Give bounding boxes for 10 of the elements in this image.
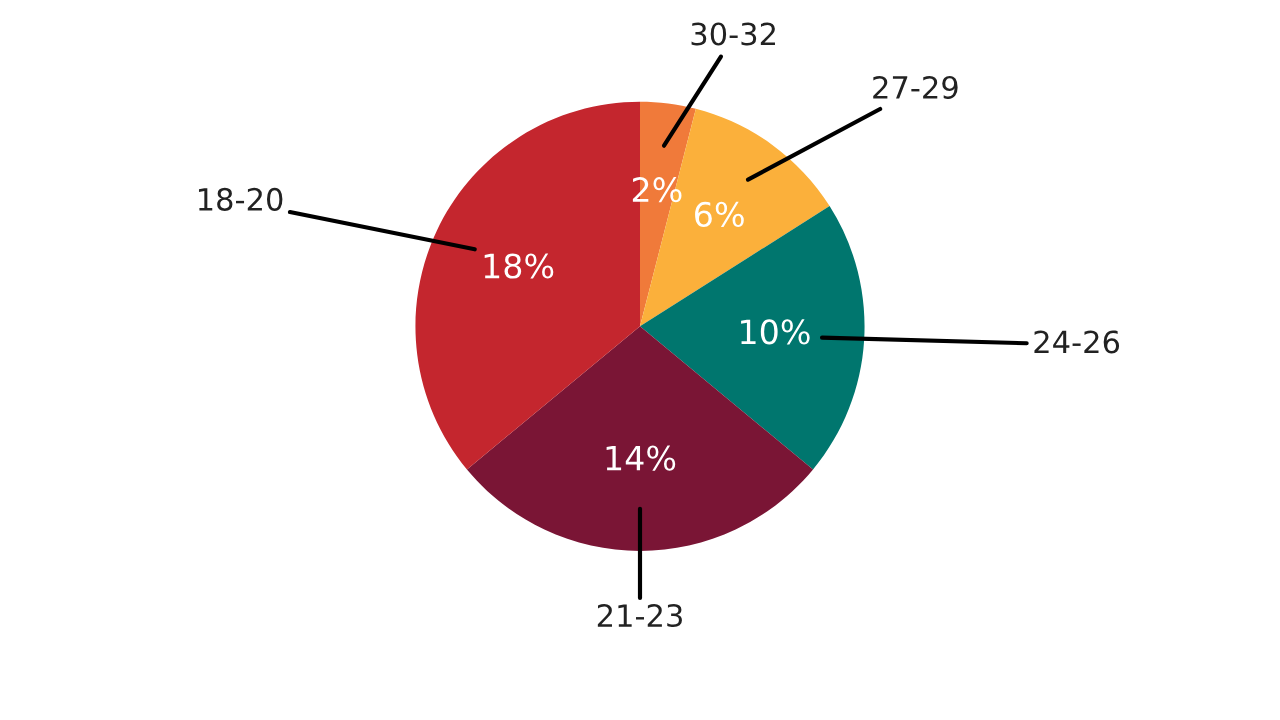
data-label: 2% bbox=[632, 177, 682, 203]
slice-label: 24-26 bbox=[1034, 330, 1120, 354]
data-label: 18% bbox=[484, 253, 554, 279]
slice-label: 21-23 bbox=[597, 604, 682, 628]
slice-label: 27-29 bbox=[873, 75, 958, 100]
data-label: 6% bbox=[695, 201, 744, 227]
data-label: 14% bbox=[606, 445, 676, 471]
slice-label: 18-20 bbox=[198, 187, 283, 211]
data-label: 10% bbox=[741, 319, 810, 345]
slice-label: 30-32 bbox=[691, 22, 775, 46]
